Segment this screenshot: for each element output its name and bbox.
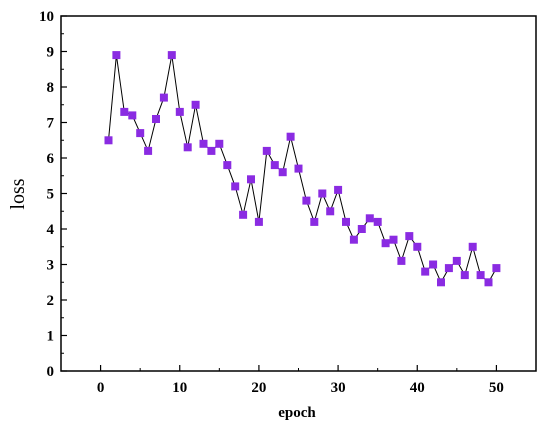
y-tick-label: 4 xyxy=(47,222,55,238)
data-point xyxy=(294,164,303,173)
x-tick-label: 10 xyxy=(172,380,187,396)
data-point xyxy=(278,168,287,177)
data-point xyxy=(223,161,232,170)
data-point xyxy=(286,132,295,141)
data-point xyxy=(152,115,160,123)
data-point xyxy=(326,207,335,216)
data-point xyxy=(357,225,366,233)
data-point xyxy=(254,217,263,226)
data-point xyxy=(492,264,501,273)
data-point xyxy=(349,235,358,244)
ticks: 0 1 2 3 4 5 6 7 8 9 10 0 10 20 30 40 50 xyxy=(39,9,504,396)
data-point xyxy=(207,146,216,155)
data-point xyxy=(334,185,343,194)
x-tick-label: 30 xyxy=(331,380,346,396)
y-tick-label: 1 xyxy=(47,329,55,345)
y-tick-label: 7 xyxy=(47,116,55,132)
data-point xyxy=(144,146,153,155)
y-tick-label: 6 xyxy=(47,151,55,167)
series-markers xyxy=(104,51,501,287)
data-point xyxy=(444,264,453,273)
data-point xyxy=(112,51,121,60)
data-point xyxy=(413,242,422,251)
data-point xyxy=(104,136,113,145)
data-point xyxy=(429,260,438,269)
data-point xyxy=(310,217,319,226)
data-point xyxy=(215,139,224,148)
data-point xyxy=(136,129,145,138)
data-point xyxy=(468,242,477,251)
data-point xyxy=(452,256,461,265)
x-axis-title: epoch xyxy=(278,405,316,421)
data-point xyxy=(389,235,398,244)
data-point xyxy=(302,196,311,205)
data-point xyxy=(120,107,129,116)
data-point xyxy=(239,210,248,219)
data-point xyxy=(397,256,406,265)
data-point xyxy=(128,111,137,120)
x-tick-label: 20 xyxy=(251,380,266,396)
data-point xyxy=(183,143,192,152)
data-point xyxy=(365,214,374,223)
data-point xyxy=(484,278,493,287)
data-point xyxy=(318,189,327,198)
data-point xyxy=(159,93,168,102)
y-tick-label: 3 xyxy=(47,258,55,274)
x-tick-label: 0 xyxy=(97,380,105,396)
y-tick-label: 8 xyxy=(47,80,55,96)
y-tick-label: 9 xyxy=(47,45,55,61)
data-point xyxy=(167,51,176,60)
data-point xyxy=(262,146,271,155)
data-point xyxy=(437,278,445,287)
data-point xyxy=(476,271,485,280)
data-point xyxy=(175,107,184,116)
data-point xyxy=(342,217,350,226)
data-point xyxy=(191,100,200,109)
data-point xyxy=(381,239,390,248)
y-axis-title: loss xyxy=(7,178,29,209)
y-tick-label: 2 xyxy=(47,293,55,309)
data-point xyxy=(421,267,430,276)
data-point xyxy=(460,271,469,280)
x-tick-label: 50 xyxy=(489,380,504,396)
data-point xyxy=(199,139,208,148)
y-tick-label: 0 xyxy=(47,364,55,380)
data-point xyxy=(405,232,414,241)
y-tick-label: 5 xyxy=(47,187,55,203)
data-point xyxy=(270,161,279,170)
x-tick-label: 40 xyxy=(410,380,425,396)
data-point xyxy=(247,175,255,184)
y-tick-label: 10 xyxy=(39,9,54,25)
data-point xyxy=(231,182,240,191)
data-point xyxy=(373,217,382,226)
